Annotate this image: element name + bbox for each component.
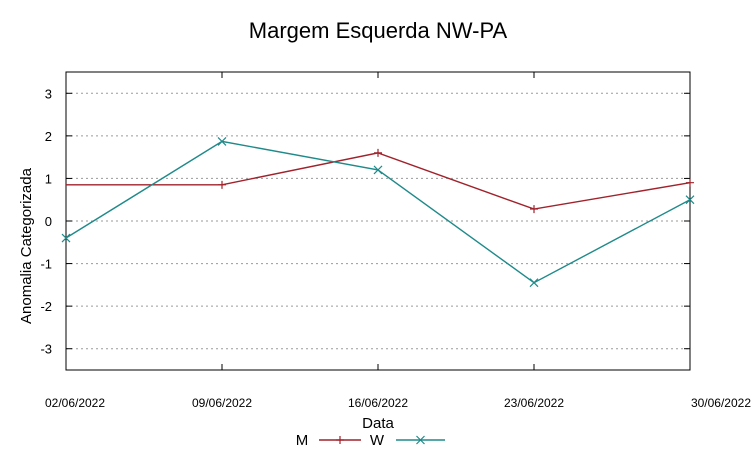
data-point-w [61, 233, 71, 243]
x-tick-label: 23/06/2022 [504, 396, 564, 410]
series-line-w [65, 140, 691, 284]
y-tick-label: -1 [40, 257, 52, 272]
series-w [61, 136, 695, 288]
legend-label: M [296, 432, 309, 449]
y-tick-label: 0 [45, 214, 52, 229]
legend-marker [336, 436, 344, 444]
y-axis: 3 2 1 0 -1 -2 -3 [40, 86, 690, 357]
y-tick-label: 2 [45, 129, 52, 144]
data-point-w [685, 195, 695, 205]
data-point-w [373, 165, 383, 175]
data-point-m [374, 148, 382, 157]
x-tick-label: 30/06/2022 [691, 396, 751, 410]
series-m [66, 148, 694, 214]
chart-title: Margem Esquerda NW-PA [249, 18, 508, 43]
x-axis-label: Data [362, 415, 394, 432]
y-tick-label: -3 [40, 342, 52, 357]
grid [66, 92, 690, 350]
x-tick-label: 16/06/2022 [348, 396, 408, 410]
y-axis-label: Anomalia Categorizada [18, 167, 35, 324]
data-point-w [217, 136, 227, 146]
data-point-m [686, 178, 694, 187]
series-line-m [66, 152, 691, 210]
y-tick-label: 1 [45, 171, 52, 186]
legend-item-w: W [370, 432, 445, 449]
y-tick-label: 3 [45, 86, 52, 101]
data-point-m [530, 205, 538, 214]
x-tick-label: 02/06/2022 [45, 396, 105, 410]
legend-item-m: M [296, 432, 361, 449]
y-tick-label: -2 [40, 299, 52, 314]
data-point-m [218, 180, 226, 189]
legend-marker [416, 435, 425, 445]
x-axis: 02/06/2022 09/06/2022 16/06/2022 23/06/2022… [45, 72, 751, 410]
legend-label: W [370, 432, 385, 449]
series-layer [61, 136, 695, 288]
data-point-w [529, 278, 539, 288]
x-tick-label: 09/06/2022 [192, 396, 252, 410]
